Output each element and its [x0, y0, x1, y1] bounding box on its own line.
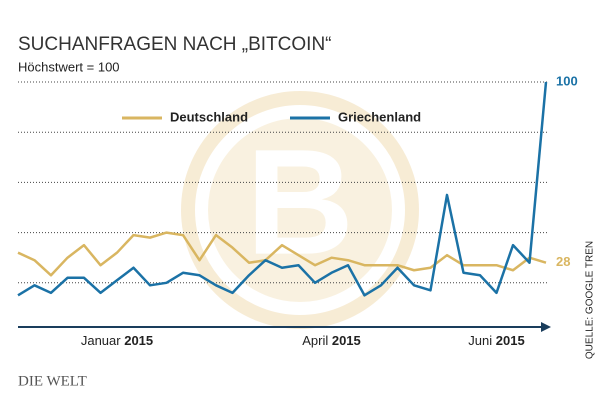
legend-label: Griechenland	[338, 109, 421, 124]
x-tick-year: 2015	[124, 333, 153, 348]
series-line	[17, 81, 548, 297]
x-tick-month: April	[302, 333, 332, 348]
x-tick-month: Januar	[81, 333, 124, 348]
bitcoin-watermark: B	[181, 91, 419, 329]
logo: DIE WELT	[18, 373, 87, 389]
x-tick-year: 2015	[496, 333, 525, 348]
x-tick-label: Juni 2015	[468, 333, 524, 348]
chart-subtitle: Höchstwert = 100	[18, 59, 120, 74]
axis-arrow	[541, 322, 551, 332]
end-value-label: 100	[556, 73, 578, 88]
chart-title: SUCHANFRAGEN NACH „BITCOIN“	[18, 34, 332, 55]
x-tick-label: Januar 2015	[81, 333, 153, 348]
legend-label: Deutschland	[170, 109, 248, 124]
series-line	[17, 231, 547, 277]
x-tick-year: 2015	[332, 333, 361, 348]
end-value-label: 28	[556, 254, 570, 269]
x-tick-label: April 2015	[302, 333, 361, 348]
x-tick-month: Juni	[468, 333, 495, 348]
source: QUELLE: GOOGLE TREN	[585, 241, 596, 359]
